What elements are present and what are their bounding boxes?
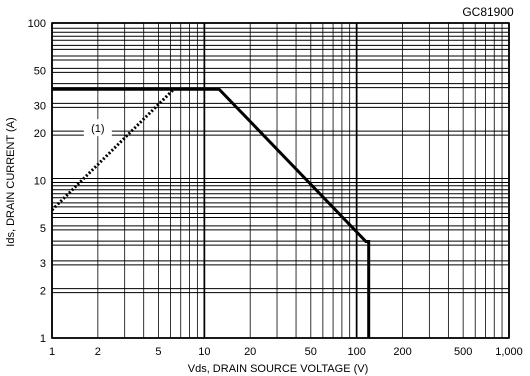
x-tick-label: 20 bbox=[244, 346, 256, 358]
y-tick-label: 30 bbox=[34, 100, 46, 112]
plot-frame bbox=[51, 22, 510, 339]
annotation-background bbox=[83, 119, 112, 137]
dotted-series-line bbox=[50, 88, 175, 212]
y-axis-label: Ids, DRAIN CURRENT (A) bbox=[5, 117, 17, 246]
y-tick-label: 1 bbox=[40, 333, 46, 345]
y-tick-label: 20 bbox=[34, 128, 46, 140]
chart-series bbox=[50, 87, 371, 338]
y-tick-label: 50 bbox=[34, 65, 46, 77]
x-tick-label: 50 bbox=[305, 346, 317, 358]
y-tick-label: 3 bbox=[40, 258, 46, 270]
chart-code-label: GC81900 bbox=[462, 5, 514, 19]
x-tick-label: 500 bbox=[454, 346, 472, 358]
x-tick-label: 1,000 bbox=[495, 346, 523, 358]
y-tick-labels: 1 2 3 5 10 20 30 50 100 bbox=[28, 18, 46, 345]
chart-annotations: (1) bbox=[83, 119, 112, 137]
solid-series-line bbox=[52, 87, 371, 338]
chart-grid bbox=[51, 22, 510, 339]
annotation-label: (1) bbox=[91, 123, 104, 135]
x-tick-labels: 1 2 5 10 20 50 100 200 500 1,000 bbox=[49, 346, 523, 358]
x-tick-label: 200 bbox=[393, 346, 411, 358]
y-tick-label: 100 bbox=[28, 18, 46, 30]
y-tick-label: 10 bbox=[34, 176, 46, 188]
y-tick-label: 2 bbox=[40, 286, 46, 298]
x-tick-label: 1 bbox=[49, 346, 55, 358]
x-tick-label: 5 bbox=[155, 346, 161, 358]
y-tick-label: 5 bbox=[40, 223, 46, 235]
x-tick-label: 2 bbox=[95, 346, 101, 358]
x-tick-label: 100 bbox=[347, 346, 365, 358]
x-tick-label: 10 bbox=[198, 346, 210, 358]
x-axis-label: Vds, DRAIN SOURCE VOLTAGE (V) bbox=[188, 363, 369, 375]
